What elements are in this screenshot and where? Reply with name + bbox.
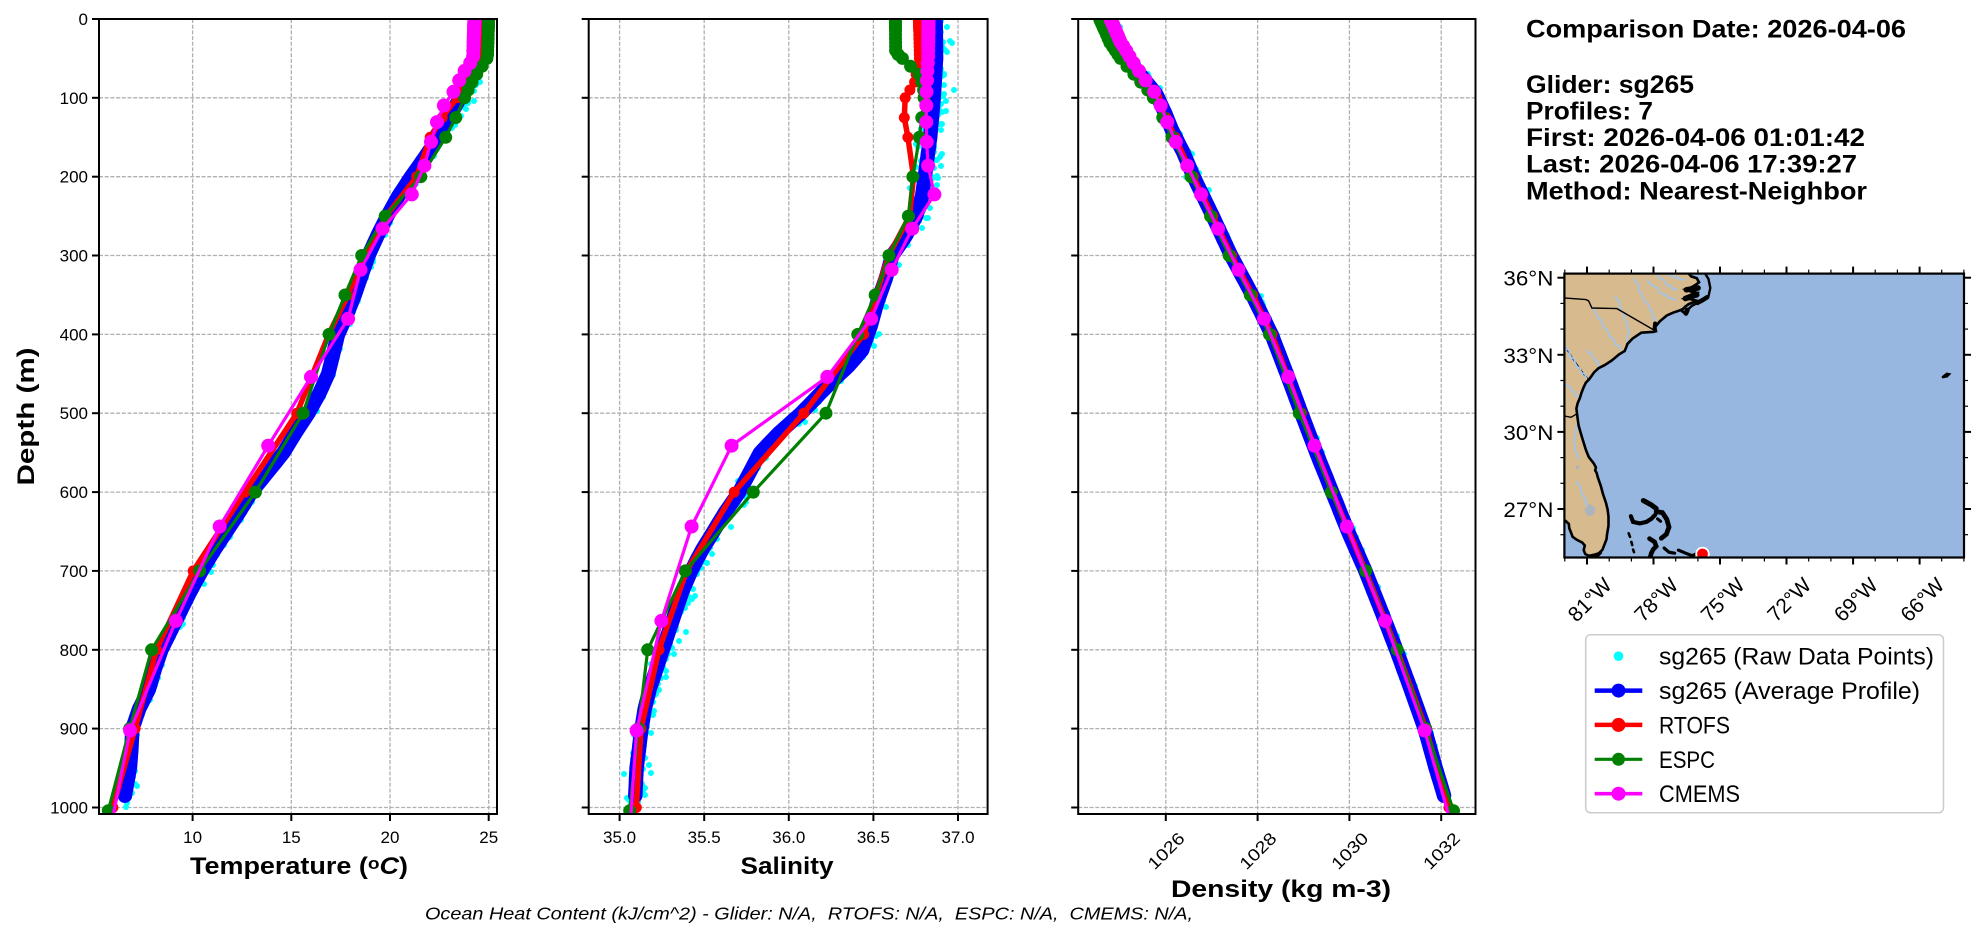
svg-text:200: 200 (60, 168, 88, 187)
svg-text:900: 900 (60, 720, 88, 739)
svg-text:10: 10 (183, 828, 202, 847)
svg-text:1000: 1000 (50, 799, 88, 818)
svg-text:Salinity: Salinity (741, 853, 835, 880)
svg-text:35.0: 35.0 (603, 828, 636, 847)
svg-text:15: 15 (282, 828, 301, 847)
svg-text:Density (kg m-3): Density (kg m-3) (1171, 876, 1391, 903)
svg-text:RTOFS: RTOFS (1659, 712, 1730, 739)
svg-text:CMEMS: CMEMS (1659, 781, 1740, 808)
svg-text:33°N: 33°N (1503, 345, 1553, 368)
svg-text:27°N: 27°N (1503, 499, 1553, 522)
svg-text:35.5: 35.5 (688, 828, 721, 847)
svg-text:30°N: 30°N (1503, 422, 1553, 445)
svg-text:First: 2026-04-06 01:01:42: First: 2026-04-06 01:01:42 (1526, 124, 1865, 152)
svg-text:ESPC: ESPC (1659, 747, 1715, 774)
svg-text:700: 700 (60, 562, 88, 581)
svg-text:100: 100 (60, 89, 88, 108)
svg-text:Method: Nearest-Neighbor: Method: Nearest-Neighbor (1526, 177, 1867, 205)
svg-text:Comparison Date: 2026-04-06: Comparison Date: 2026-04-06 (1526, 16, 1906, 44)
svg-text:Last: 2026-04-06 17:39:27: Last: 2026-04-06 17:39:27 (1526, 151, 1857, 179)
svg-text:600: 600 (60, 483, 88, 502)
svg-text:36°N: 36°N (1503, 268, 1553, 291)
svg-text:36.5: 36.5 (857, 828, 890, 847)
svg-text:300: 300 (60, 247, 88, 266)
svg-text:37.0: 37.0 (941, 828, 974, 847)
svg-text:500: 500 (60, 404, 88, 423)
svg-text:Ocean Heat Content (kJ/cm^2) -: Ocean Heat Content (kJ/cm^2) - Glider: N… (425, 904, 1193, 924)
svg-text:Glider: sg265: Glider: sg265 (1526, 71, 1694, 99)
svg-text:Profiles: 7: Profiles: 7 (1526, 98, 1653, 126)
svg-text:sg265 (Raw Data Points): sg265 (Raw Data Points) (1659, 644, 1934, 671)
svg-text:0: 0 (79, 10, 88, 29)
svg-text:400: 400 (60, 325, 88, 344)
svg-text:sg265 (Average Profile): sg265 (Average Profile) (1659, 678, 1920, 705)
svg-text:Depth (m): Depth (m) (13, 348, 40, 486)
svg-text:25: 25 (479, 828, 498, 847)
svg-text:800: 800 (60, 641, 88, 660)
svg-text:36.0: 36.0 (772, 828, 805, 847)
svg-text:20: 20 (381, 828, 400, 847)
